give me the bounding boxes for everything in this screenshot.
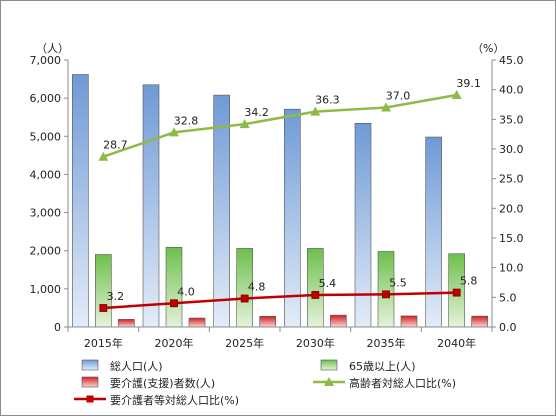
bar-care-needed	[330, 314, 347, 328]
y-right-tick-label: 25.0	[499, 173, 524, 186]
bar-total-population	[213, 94, 230, 328]
bar-care-needed	[188, 317, 206, 328]
legend-label: 要介護者等対総人口比(%)	[110, 393, 239, 407]
data-label: 28.7	[103, 139, 128, 152]
legend-swatch	[320, 359, 338, 371]
marker-triangle	[381, 102, 391, 112]
data-label: 37.0	[386, 89, 411, 102]
marker-square	[382, 290, 390, 299]
marker-triangle	[98, 151, 109, 161]
y-right-tick-label: 40.0	[499, 84, 524, 97]
y-left-tick-label: 3,000	[30, 207, 62, 220]
marker-triangle	[451, 90, 462, 100]
bar-total-population	[284, 108, 301, 328]
marker-square	[240, 294, 249, 303]
y-right-tick-label: 5.0	[499, 291, 517, 304]
x-tick-label: 2035年	[367, 336, 406, 350]
bar-series-group	[72, 74, 488, 328]
y-left-tick-label: 6,000	[30, 92, 62, 105]
legend-swatch	[81, 376, 99, 388]
marker-triangle	[169, 127, 179, 137]
data-label: 32.8	[174, 114, 199, 127]
line-care-ratio	[103, 291, 457, 310]
y-right-tick-label: 35.0	[499, 113, 524, 126]
marker-square	[452, 288, 461, 297]
bar-total-population	[425, 136, 442, 328]
y-right-tick-label: 0.0	[499, 321, 517, 334]
y-right-tick-label: 45.0	[499, 54, 524, 67]
data-label: 4.8	[248, 281, 266, 294]
y-right-axis: 0.0 5.0 10.0 15.0 20.0 25.0 30.0 35.0 40.0 45.0	[491, 54, 524, 334]
y-right-unit: （%）	[472, 42, 504, 55]
legend-label: 高齢者対総人口比(%)	[349, 376, 456, 390]
legend-swatch	[81, 359, 99, 371]
legend-label: 65歳以上(人)	[349, 360, 416, 373]
x-tick-label: 2040年	[437, 336, 476, 350]
y-left-tick-label: 7,000	[30, 54, 62, 67]
y-left-tick-label: 0	[54, 321, 61, 334]
y-left-axis: 0 1,000 2,000 3,000 4,000 5,000 6,000 7,000	[30, 54, 69, 334]
y-left-tick-label: 5,000	[30, 130, 62, 143]
bar-care-needed	[118, 319, 135, 328]
bar-care-needed	[400, 315, 418, 328]
bar-care-needed	[259, 316, 276, 328]
y-right-tick-label: 20.0	[499, 202, 524, 215]
y-right-tick-label: 10.0	[499, 262, 524, 275]
marker-square	[170, 299, 178, 308]
data-label: 5.4	[319, 277, 337, 290]
y-right-tick-label: 15.0	[499, 232, 524, 245]
x-axis: 2015年 2020年 2025年 2030年 2035年 2040年	[67, 327, 493, 350]
data-label: 5.5	[389, 276, 407, 289]
bar-total-population	[142, 84, 160, 328]
y-left-tick-label: 1,000	[30, 283, 62, 296]
line-elderly-ratio	[102, 93, 457, 158]
bar-care-needed	[471, 315, 488, 328]
y-left-tick-label: 4,000	[30, 168, 62, 181]
legend-marker-triangle	[324, 377, 334, 386]
legend-marker-square	[86, 395, 94, 403]
x-tick-label: 2015年	[84, 336, 123, 350]
x-tick-label: 2025年	[225, 336, 264, 350]
marker-square	[99, 304, 108, 312]
line-series-group: 28.7 32.8 34.2 36.3 37.0 39.1 3.2 4.0 4.8 5.4 5.5 5…	[98, 77, 481, 312]
y-left-unit: （人）	[36, 42, 69, 55]
data-label: 3.2	[107, 290, 125, 303]
data-label: 4.0	[177, 285, 195, 298]
data-label: 5.8	[460, 275, 478, 288]
bar-total-population	[354, 123, 372, 328]
legend: 総人口(人) 65歳以上(人) 要介護(支援)者数(人) 高齢者対総人口比(%) 要介護…	[74, 359, 456, 407]
marker-square	[311, 291, 320, 299]
marker-triangle	[310, 106, 321, 116]
y-left-tick-label: 2,000	[30, 245, 62, 258]
data-label: 39.1	[456, 77, 481, 90]
marker-triangle	[239, 119, 250, 129]
legend-label: 総人口(人)	[110, 359, 163, 373]
legend-label: 要介護(支援)者数(人)	[110, 376, 215, 390]
data-label: 36.3	[315, 94, 340, 107]
y-right-tick-label: 30.0	[499, 143, 524, 156]
bar-total-population	[72, 74, 89, 328]
data-label: 34.2	[244, 106, 269, 119]
x-tick-label: 2020年	[155, 336, 194, 350]
x-tick-label: 2030年	[296, 336, 335, 350]
